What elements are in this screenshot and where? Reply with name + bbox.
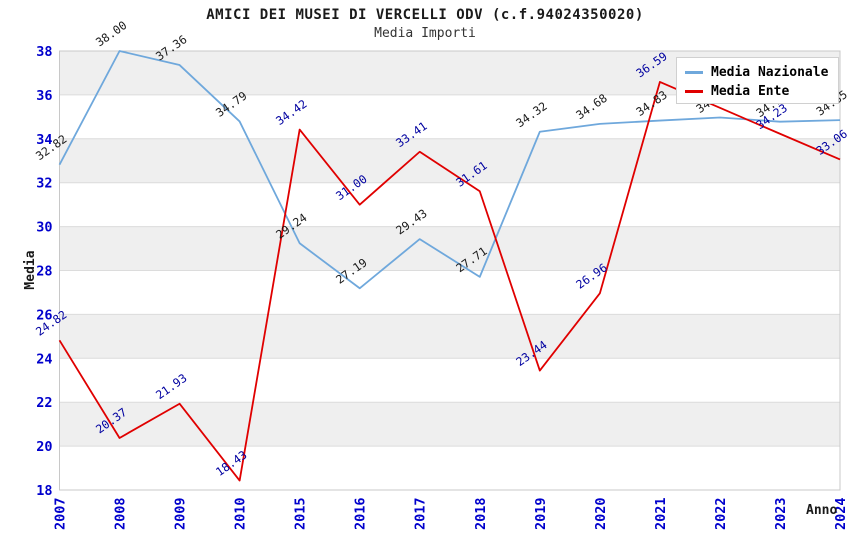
x-tick-label: 2019 [533, 497, 549, 530]
y-tick-label: 24 [36, 351, 52, 367]
legend-label-media-nazionale: Media Nazionale [711, 65, 829, 80]
x-tick-label: 2016 [353, 497, 369, 530]
grid-band [59, 314, 840, 359]
y-tick-label: 38 [36, 44, 52, 60]
grid-band [59, 402, 840, 447]
x-tick-label: 2023 [773, 497, 789, 530]
x-tick-label: 2022 [713, 497, 729, 530]
y-tick-label: 30 [36, 220, 52, 236]
y-axis-title: Media [23, 250, 38, 290]
grid-band [59, 138, 840, 183]
x-tick-label: 2021 [653, 497, 669, 530]
legend: Media Nazionale Media Ente [676, 57, 839, 104]
y-tick-label: 22 [36, 395, 52, 411]
grid-band [59, 226, 840, 271]
data-label: 34.68 [573, 91, 609, 122]
x-tick-label: 2020 [593, 497, 609, 530]
x-tick-label: 2009 [173, 497, 189, 530]
y-tick-label: 32 [36, 176, 52, 192]
y-tick-label: 36 [36, 88, 52, 104]
data-label: 34.32 [513, 99, 549, 130]
legend-label-media-ente: Media Ente [711, 84, 790, 99]
legend-item-media-ente: Media Ente [685, 82, 830, 101]
media-nazionale-line-swatch-icon [685, 71, 703, 74]
series-line-media-nazionale [58, 50, 841, 290]
media-ente-line-swatch-icon [685, 90, 703, 93]
legend-item-media-nazionale: Media Nazionale [685, 63, 830, 82]
x-tick-label: 2017 [413, 497, 429, 530]
plot-border [59, 50, 841, 491]
x-axis-title: Anno [806, 503, 838, 518]
x-tick-label: 2018 [473, 497, 489, 530]
chart-title: AMICI DEI MUSEI DI VERCELLI ODV (c.f.940… [206, 7, 644, 23]
x-tick-label: 2024 [833, 497, 849, 530]
data-label: 21.93 [153, 371, 189, 402]
chart-subtitle: Media Importi [374, 26, 476, 41]
y-tick-label: 26 [36, 307, 52, 323]
x-tick-label: 2008 [113, 497, 129, 530]
y-tick-label: 34 [36, 132, 52, 148]
y-tick-label: 18 [36, 483, 52, 499]
y-tick-label: 28 [36, 264, 52, 280]
x-tick-label: 2010 [233, 497, 249, 530]
x-tick-label: 2007 [53, 497, 69, 530]
data-label: 34.42 [273, 97, 309, 128]
y-tick-label: 20 [36, 439, 52, 455]
x-tick-label: 2015 [293, 497, 309, 530]
